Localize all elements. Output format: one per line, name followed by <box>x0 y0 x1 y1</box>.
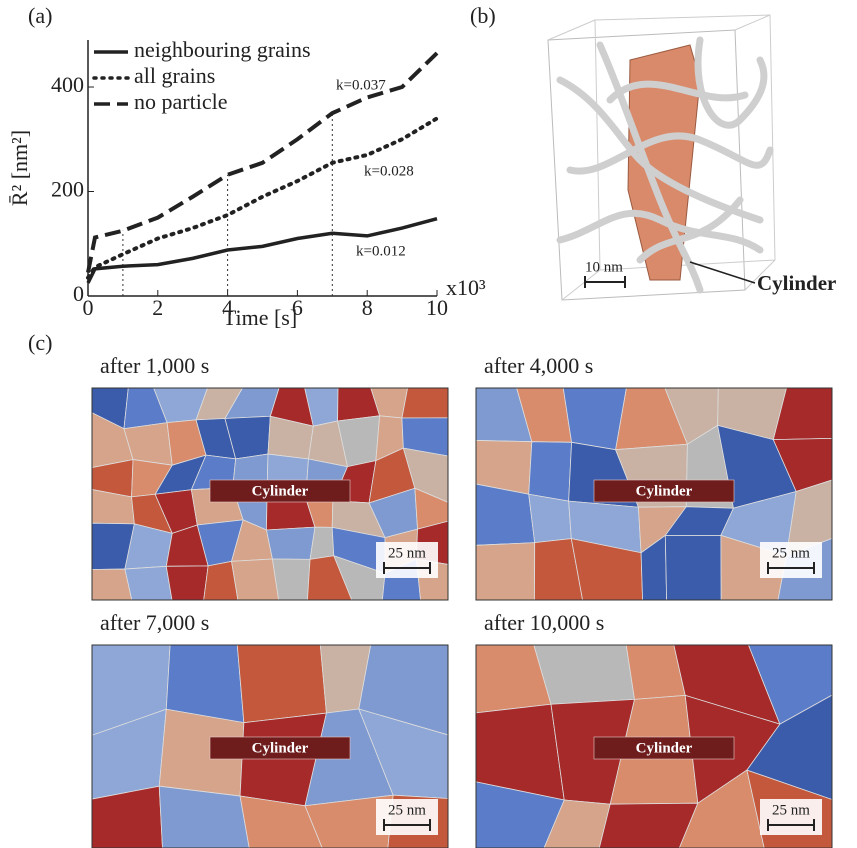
scale-label: 25 nm <box>772 802 810 818</box>
particle <box>593 736 735 760</box>
scale-label: 25 nm <box>388 802 426 818</box>
grain <box>304 794 394 848</box>
scale-bg <box>376 542 438 578</box>
grain <box>265 526 316 560</box>
grain <box>236 645 327 724</box>
grain <box>239 795 323 848</box>
grain <box>785 479 832 557</box>
box <box>547 19 596 41</box>
scale-label: 25 nm <box>772 545 810 561</box>
panel-label: (c) <box>28 330 52 355</box>
x-tick-label: 10 <box>426 295 448 320</box>
panel-label: (b) <box>470 3 496 28</box>
y-axis-label: R̄² [nm²] <box>7 130 32 206</box>
grain <box>402 447 448 503</box>
grain <box>476 542 536 600</box>
frame <box>475 387 833 601</box>
network <box>556 36 774 294</box>
grain <box>772 388 832 441</box>
grain <box>528 441 572 502</box>
grain <box>640 534 668 600</box>
panel-label: (a) <box>28 3 52 28</box>
box <box>734 14 771 31</box>
grain <box>678 769 765 848</box>
x-tick-label: 4 <box>222 295 233 320</box>
x-tick-label: 6 <box>292 295 303 320</box>
grain <box>476 781 565 848</box>
grain <box>543 799 611 848</box>
particle-label: Cylinder <box>636 740 693 756</box>
grain <box>401 417 448 457</box>
frame <box>91 644 449 848</box>
snapshot-title: after 1,000 s <box>100 353 209 378</box>
grain <box>271 558 311 600</box>
snapshot-title: after 4,000 s <box>484 353 593 378</box>
scale-bg <box>760 799 822 835</box>
legend-label: neighbouring grains <box>134 37 311 62</box>
cylinder <box>627 44 701 281</box>
x-tick-label: 8 <box>362 295 373 320</box>
box <box>744 259 776 291</box>
x-multiplier: x10³ <box>446 275 486 300</box>
annotation: k=0.037 <box>336 77 386 93</box>
grain <box>533 645 635 705</box>
snapshot-title: after 7,000 s <box>100 610 209 635</box>
grain <box>664 534 722 600</box>
particle <box>209 479 351 503</box>
grain <box>598 802 699 848</box>
grain <box>92 568 133 600</box>
grain <box>165 565 209 600</box>
grain <box>570 538 643 600</box>
particle-label: Cylinder <box>252 740 309 756</box>
grain <box>401 388 448 419</box>
particle-label: Cylinder <box>252 483 309 499</box>
grain <box>358 645 448 736</box>
frame <box>475 644 833 848</box>
grain <box>746 694 832 800</box>
x-axis-label: Time [s] <box>223 305 297 330</box>
callout: Cylinder <box>757 271 836 295</box>
grain <box>358 708 448 799</box>
scale-label: 10 nm <box>585 259 623 275</box>
grain <box>231 558 280 600</box>
snapshot-title: after 10,000 s <box>484 610 604 635</box>
grain <box>772 437 832 493</box>
scale-bg <box>760 542 822 578</box>
grain <box>333 555 386 600</box>
x-tick-label: 0 <box>83 295 94 320</box>
y-tick-label: 0 <box>73 281 84 306</box>
scale-bg <box>376 799 438 835</box>
data-line <box>86 216 438 284</box>
grain <box>748 645 832 725</box>
particle <box>209 736 351 760</box>
particle-label: Cylinder <box>636 483 693 499</box>
x-tick-label: 2 <box>152 295 163 320</box>
particle <box>593 479 735 503</box>
grain <box>307 555 353 600</box>
frame <box>91 387 449 601</box>
grain <box>534 538 583 600</box>
callout-line <box>689 261 756 284</box>
data-line <box>86 51 439 273</box>
box <box>561 269 601 301</box>
grain <box>203 560 239 600</box>
grain <box>528 493 572 544</box>
grain <box>158 785 250 848</box>
y-tick-label: 400 <box>51 72 84 97</box>
annotation: k=0.028 <box>364 163 414 179</box>
grain <box>414 487 448 530</box>
panel-b: 10 nm Cylinder <box>547 14 836 301</box>
data-line <box>86 116 439 280</box>
y-tick-label: 200 <box>51 177 84 202</box>
legend-label: all grains <box>134 63 215 88</box>
annotation: k=0.012 <box>356 243 406 259</box>
legend-label: no particle <box>134 89 227 114</box>
scale-label: 25 nm <box>388 545 426 561</box>
grain <box>92 785 163 848</box>
grain <box>124 565 173 600</box>
